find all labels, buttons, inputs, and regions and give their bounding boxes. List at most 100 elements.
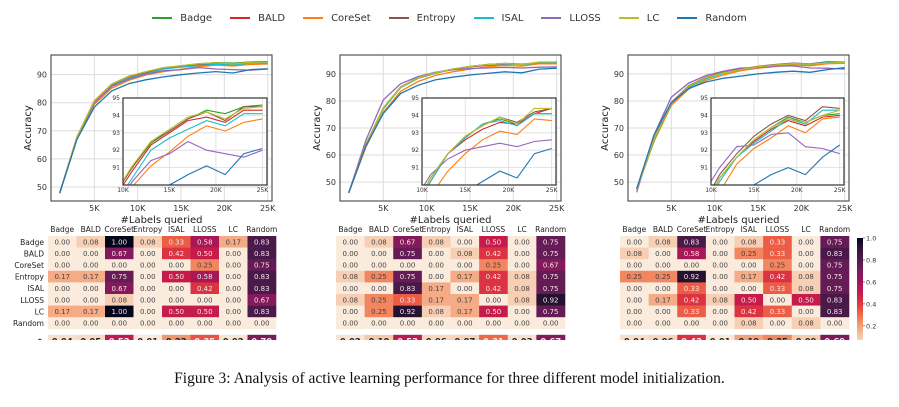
heatmap-cell-value: 0.00: [111, 262, 127, 270]
heatmap-cell: [705, 282, 735, 295]
heatmap-cell-value: 0.00: [83, 285, 99, 293]
heatmap-cell: [336, 282, 365, 295]
heatmap-cell-value: 0.25: [371, 296, 387, 304]
inset-x-tick-label: 25K: [257, 187, 270, 194]
heatmap-cell: [536, 270, 566, 283]
heatmap-cell: [364, 270, 394, 283]
heatmap-cell: [620, 317, 649, 330]
heatmap-cell-value: 0.75: [827, 273, 843, 281]
heatmap-cell-value: 0.58: [684, 250, 700, 258]
heatmap-cell: [677, 294, 707, 306]
heatmap-cell-value: 0.00: [627, 308, 643, 316]
heatmap-cell: [421, 282, 451, 295]
heatmap-column-label: LLOSS: [193, 225, 217, 234]
heatmap-cell-value: 0.75: [400, 250, 416, 258]
heatmap-cell: [133, 282, 163, 295]
heatmap-column-label: CoreSet: [677, 225, 707, 234]
series-line-lc: [348, 61, 557, 194]
heatmap-cell: [791, 305, 821, 318]
heatmap-row-label: Random: [13, 319, 44, 328]
x-tick-label: 10K: [130, 204, 146, 213]
heatmap-column-label: BALD: [81, 225, 101, 234]
heatmap-cell: [105, 317, 134, 330]
heatmap-cell-value: 0.00: [798, 238, 814, 246]
heatmap-cell: [133, 317, 163, 330]
heatmap-cell-value: 0.67: [400, 238, 416, 246]
heatmap-cell: [648, 305, 678, 318]
heatmap-cell-value: 0.83: [254, 273, 270, 281]
inset-chart: 10K 15K 20K 25K 91 92 93 94 95: [112, 95, 270, 194]
heatmap-cell: [705, 247, 735, 260]
heatmap-cell: [820, 305, 850, 318]
heatmap-cell: [507, 294, 537, 306]
heatmap-cell: [507, 236, 537, 248]
series-line-random: [348, 67, 557, 194]
y-tick-label: 90: [37, 71, 47, 80]
heatmap-cell: [421, 305, 451, 318]
y-tick-label: 60: [326, 151, 336, 160]
colorbar-tick-label: 0.8: [866, 256, 876, 264]
heatmap-cell-value: 0.00: [54, 250, 70, 258]
heatmap-cell-value: 0.83: [684, 238, 700, 246]
heatmap-cell: [648, 294, 678, 306]
legend-swatch: [618, 17, 639, 19]
heatmap-cell: [705, 294, 735, 306]
heatmap-cell: [48, 294, 77, 306]
inset-x-tick-label: 25K: [546, 187, 559, 194]
heatmap-cell: [450, 317, 480, 330]
heatmap-cell: [536, 282, 566, 295]
heatmap-cell: [536, 294, 566, 306]
heatmap-cell: [677, 317, 707, 330]
heatmap-cell-value: 0.83: [827, 250, 843, 258]
heatmap-cell: [48, 270, 77, 283]
inset-series-line-lloss: [129, 140, 263, 185]
series-line-lloss: [59, 66, 268, 194]
legend-label: ISAL: [501, 12, 524, 24]
heatmap-cell-value: 0.00: [140, 308, 156, 316]
phi-cell: [162, 334, 191, 340]
heatmap-cell-value: 0.00: [400, 262, 416, 270]
heatmap-cell-value: 0.00: [343, 262, 359, 270]
heatmap-cell: [364, 294, 394, 306]
heatmap-cell-value: 0.00: [770, 296, 786, 304]
heatmap-cell: [507, 247, 537, 260]
phi-value: 0.70: [251, 338, 272, 341]
heatmap-cell: [479, 317, 509, 330]
phi-cell: [219, 334, 248, 340]
heatmap-cell: [763, 305, 793, 318]
heatmap-cell: [734, 282, 764, 295]
phi-value: 0.05: [80, 338, 101, 341]
heatmap-cell-value: 0.00: [655, 308, 671, 316]
heatmap-cell-value: 0.00: [343, 238, 359, 246]
heatmap-cell: [507, 305, 537, 318]
heatmap-cell: [105, 282, 134, 295]
heatmap-cell: [791, 270, 821, 283]
heatmap-left: Badge BALD CoreSet Entropy ISAL LLOSS LC Random…: [13, 225, 277, 340]
inset-frame: [122, 97, 268, 186]
heatmap-cell: [620, 294, 649, 306]
heatmap-cell: [48, 282, 77, 295]
heatmap-cell: [393, 270, 423, 283]
heatmap-cell-value: 1.00: [111, 308, 127, 316]
heatmap-cell-value: 0.25: [486, 262, 502, 270]
legend-label: LC: [646, 12, 660, 24]
phi-cell: [677, 334, 707, 340]
heatmap-cell-value: 0.17: [428, 285, 444, 293]
heatmap-cell-value: 0.83: [827, 308, 843, 316]
x-tick-label: 15K: [173, 204, 189, 213]
inset-x-tick-label: 15K: [459, 187, 472, 194]
heatmap-column-label: Random: [819, 225, 850, 234]
heatmap-cell-value: 0.00: [343, 250, 359, 258]
heatmap-cell-value: 0.25: [655, 273, 671, 281]
series-line-lloss: [636, 65, 845, 193]
heatmap-cell-value: 0.00: [168, 320, 184, 328]
heatmap-cell-value: 0.92: [400, 308, 416, 316]
legend-item-isal: ISAL: [473, 12, 524, 24]
heatmap-cell-value: 0.75: [254, 262, 270, 270]
heatmap-cell-value: 0.17: [54, 308, 70, 316]
phi-value: 0.06: [652, 338, 673, 341]
heatmap-cell: [76, 247, 106, 260]
heatmap-cell-value: 0.00: [712, 273, 728, 281]
x-tick-label: 5K: [666, 204, 677, 213]
heatmap-cell-value: 0.08: [428, 238, 444, 246]
